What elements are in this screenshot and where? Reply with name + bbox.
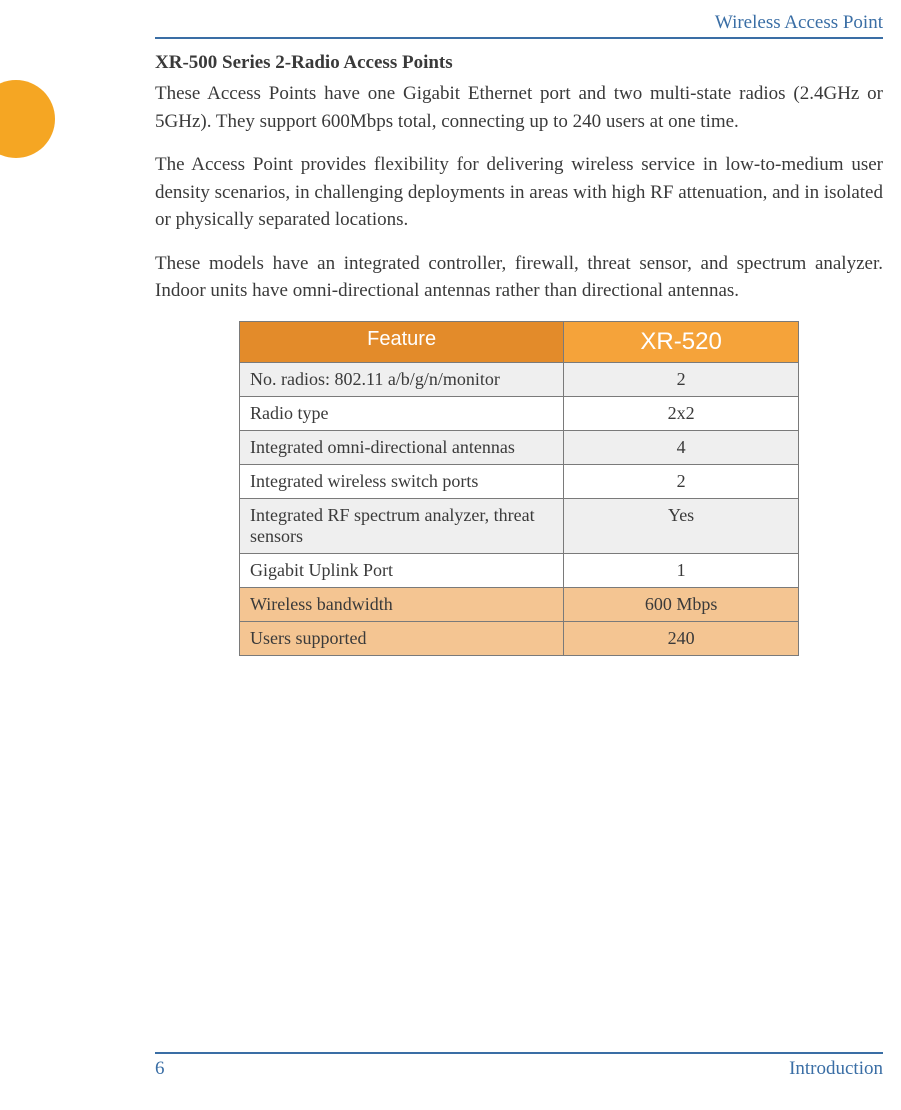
value-cell: 240 [564, 621, 799, 655]
feature-cell: Integrated wireless switch ports [240, 464, 564, 498]
table-row: Wireless bandwidth 600 Mbps [240, 587, 799, 621]
intro-paragraph-3: These models have an integrated controll… [155, 250, 883, 305]
page-footer: 6 Introduction [155, 1052, 883, 1080]
page-header: Wireless Access Point [155, 12, 883, 39]
table-header-model: XR-520 [564, 321, 799, 362]
table-row: Gigabit Uplink Port 1 [240, 553, 799, 587]
footer-section-label: Introduction [789, 1058, 883, 1080]
feature-cell: No. radios: 802.11 a/b/g/n/monitor [240, 362, 564, 396]
footer-row: 6 Introduction [155, 1058, 883, 1080]
footer-rule [155, 1052, 883, 1054]
feature-cell: Users supported [240, 621, 564, 655]
feature-cell: Integrated RF spectrum analyzer, threat … [240, 498, 564, 553]
page-content: XR-500 Series 2-Radio Access Points Thes… [155, 52, 883, 656]
section-title: XR-500 Series 2-Radio Access Points [155, 52, 883, 74]
table-row: No. radios: 802.11 a/b/g/n/monitor 2 [240, 362, 799, 396]
table-header-row: Feature XR-520 [240, 321, 799, 362]
table-row: Integrated omni-directional antennas 4 [240, 430, 799, 464]
table-row: Integrated wireless switch ports 2 [240, 464, 799, 498]
feature-table: Feature XR-520 No. radios: 802.11 a/b/g/… [239, 321, 799, 656]
value-cell: 600 Mbps [564, 587, 799, 621]
value-cell: 2x2 [564, 396, 799, 430]
value-cell: 2 [564, 464, 799, 498]
value-cell: Yes [564, 498, 799, 553]
page-number: 6 [155, 1058, 165, 1080]
table-row: Integrated RF spectrum analyzer, threat … [240, 498, 799, 553]
feature-cell: Radio type [240, 396, 564, 430]
table-row: Users supported 240 [240, 621, 799, 655]
feature-cell: Wireless bandwidth [240, 587, 564, 621]
header-rule [155, 37, 883, 39]
intro-paragraph-2: The Access Point provides flexibility fo… [155, 151, 883, 234]
table-header-feature: Feature [240, 321, 564, 362]
feature-cell: Integrated omni-directional antennas [240, 430, 564, 464]
feature-cell: Gigabit Uplink Port [240, 553, 564, 587]
side-tab-marker [0, 80, 55, 158]
value-cell: 2 [564, 362, 799, 396]
table-row: Radio type 2x2 [240, 396, 799, 430]
value-cell: 4 [564, 430, 799, 464]
value-cell: 1 [564, 553, 799, 587]
header-title: Wireless Access Point [155, 12, 883, 37]
intro-paragraph-1: These Access Points have one Gigabit Eth… [155, 80, 883, 135]
